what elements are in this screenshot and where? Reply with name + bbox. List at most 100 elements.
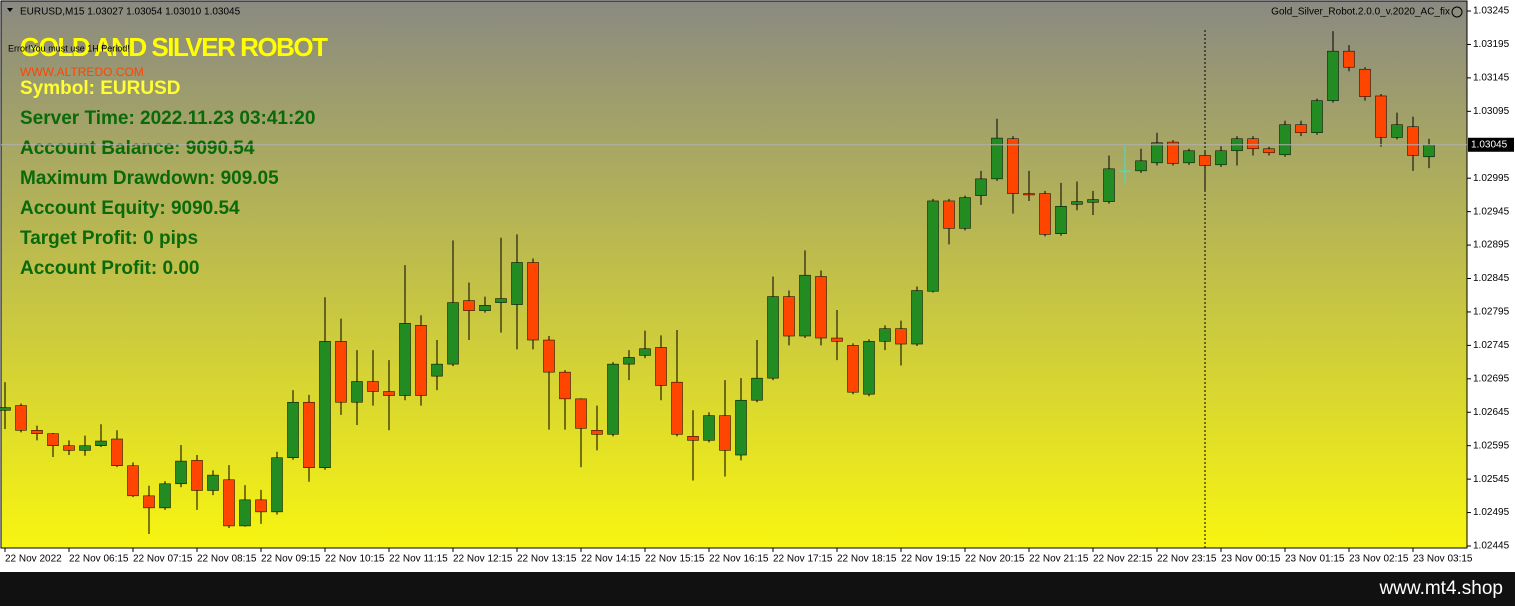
candle-body	[1055, 206, 1067, 234]
candle-body	[95, 440, 107, 446]
plot-area	[0, 0, 1468, 549]
candle-body	[1119, 170, 1131, 173]
candle-body	[1199, 155, 1211, 166]
candle-body	[559, 371, 571, 400]
candle-body	[687, 436, 699, 441]
footer-bar	[0, 572, 1515, 606]
candle-body	[383, 391, 395, 396]
error-text: Error!You must use 1H Period!	[8, 43, 130, 53]
candle-body	[975, 178, 987, 196]
candle-body	[207, 474, 219, 491]
current-price-label: 1.03045	[1471, 139, 1508, 150]
x-tick-label: 22 Nov 19:15	[901, 554, 961, 565]
candle-body	[879, 328, 891, 342]
candle-body	[671, 381, 683, 435]
x-tick-label: 22 Nov 10:15	[325, 554, 385, 565]
x-tick-label: 22 Nov 11:15	[389, 554, 448, 565]
candle-body	[1167, 141, 1179, 164]
candle-body	[1295, 124, 1307, 133]
candle-body	[719, 415, 731, 451]
candle-body	[1247, 138, 1259, 150]
x-tick-label: 23 Nov 02:15	[1349, 554, 1409, 565]
candle-body	[1263, 148, 1275, 154]
candle-body	[335, 341, 347, 403]
candle-body	[1311, 100, 1323, 133]
y-tick-label: 1.02845	[1473, 273, 1510, 284]
x-tick-label: 22 Nov 08:15	[197, 554, 257, 565]
candle-body	[1023, 193, 1035, 196]
candle-body	[47, 433, 59, 446]
robot-title: GOLD AND SILVER ROBOT	[20, 32, 328, 62]
x-tick-label: 22 Nov 23:15	[1157, 554, 1217, 565]
y-tick-label: 1.03245	[1473, 6, 1510, 17]
y-tick-label: 1.03145	[1473, 73, 1510, 84]
candle-body	[639, 348, 651, 356]
candle-body	[575, 398, 587, 429]
candle-body	[287, 401, 299, 458]
candle-body	[111, 438, 123, 466]
x-tick-label: 22 Nov 16:15	[709, 554, 769, 565]
website: WWW.ALTREDO.COM	[20, 65, 144, 79]
panel-line: Target Profit: 0 pips	[20, 228, 198, 249]
candle-body	[303, 401, 315, 469]
panel-line: Account Profit: 0.00	[20, 258, 199, 279]
x-tick-label: 22 Nov 12:15	[453, 554, 513, 565]
x-tick-label: 22 Nov 21:15	[1029, 554, 1089, 565]
y-tick-label: 1.02995	[1473, 173, 1510, 184]
candle-body	[831, 337, 843, 342]
candle-body	[591, 430, 603, 435]
candle-body	[863, 341, 875, 395]
candle-body	[1103, 168, 1115, 202]
candle-body	[847, 345, 859, 393]
dropdown-icon	[7, 8, 13, 12]
candle-body	[79, 445, 91, 451]
candle-body	[0, 407, 11, 411]
x-tick-label: 22 Nov 18:15	[837, 554, 897, 565]
candle-body	[607, 363, 619, 435]
candle-body	[479, 305, 491, 311]
y-tick-label: 1.02445	[1473, 541, 1510, 552]
candle-body	[271, 457, 283, 513]
footer-text: www.mt4.shop	[1378, 578, 1503, 599]
smiley-icon	[1451, 6, 1463, 18]
y-tick-label: 1.02595	[1473, 440, 1510, 451]
candle-body	[783, 296, 795, 337]
x-tick-label: 22 Nov 14:15	[581, 554, 641, 565]
candle-body	[351, 381, 363, 403]
panel-line: Account Balance: 9090.54	[20, 138, 255, 159]
candle-body	[959, 197, 971, 229]
x-tick-label: 22 Nov 2022	[5, 554, 62, 565]
candle-body	[991, 137, 1003, 180]
current-price-box	[1468, 137, 1514, 152]
candle-body	[1407, 126, 1419, 156]
panel-line: Symbol: EURUSD	[20, 78, 180, 99]
candle-body	[63, 445, 75, 451]
candle-body	[895, 328, 907, 345]
x-tick-label: 22 Nov 20:15	[965, 554, 1025, 565]
candle-body	[1279, 124, 1291, 156]
panel-line: Server Time: 2022.11.23 03:41:20	[20, 108, 315, 129]
x-tick-label: 23 Nov 01:15	[1285, 554, 1345, 565]
candle-body	[431, 363, 443, 377]
y-tick-label: 1.02895	[1473, 240, 1510, 251]
candle-body	[1391, 124, 1403, 138]
candle-body	[751, 377, 763, 401]
candle-body	[511, 262, 523, 305]
candle-body	[239, 499, 251, 527]
candle-body	[1007, 138, 1019, 194]
candle-body	[127, 465, 139, 497]
x-tick-label: 22 Nov 07:15	[133, 554, 193, 565]
candle-body	[703, 415, 715, 441]
candle-body	[1215, 150, 1227, 166]
candle-body	[399, 323, 411, 396]
candle-body	[1423, 144, 1435, 158]
indicator-name: Gold_Silver_Robot.2.0.0_v.2020_AC_fix	[1271, 7, 1450, 18]
candle-body	[815, 276, 827, 339]
y-tick-label: 1.02745	[1473, 340, 1510, 351]
y-tick-label: 1.02545	[1473, 474, 1510, 485]
candle-body	[799, 274, 811, 337]
y-tick-label: 1.02495	[1473, 507, 1510, 518]
candle-body	[543, 339, 555, 373]
panel-line: Account Equity: 9090.54	[20, 198, 240, 219]
